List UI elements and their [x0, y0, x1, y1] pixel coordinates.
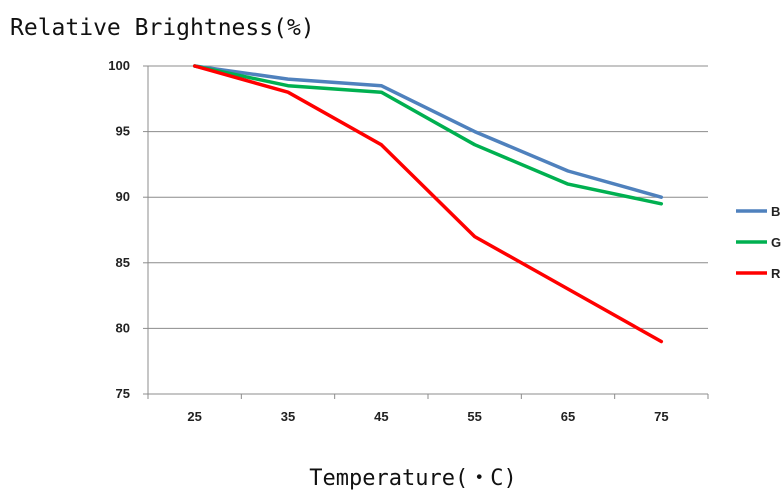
- series-line-r: [192, 64, 664, 344]
- series-lines: [192, 64, 664, 344]
- x-tick-label: 75: [654, 409, 668, 424]
- y-tick-label: 85: [116, 255, 130, 270]
- legend-label-r: R: [771, 266, 781, 281]
- legend: B G R: [736, 204, 781, 281]
- legend-label-b: B: [771, 204, 780, 219]
- y-tick-label: 100: [108, 58, 130, 73]
- chart-title: Relative Brightness(%): [10, 15, 315, 41]
- y-tick-label: 90: [116, 189, 130, 204]
- x-tick-label: 35: [281, 409, 295, 424]
- legend-label-g: G: [771, 235, 781, 250]
- gridlines: [148, 65, 708, 329]
- y-axis-ticks: 75 80 85 90 95 100: [108, 58, 148, 401]
- y-tick-label: 80: [116, 320, 130, 335]
- axes: [147, 66, 708, 395]
- x-tick-label: 55: [467, 409, 481, 424]
- x-axis-label: Temperature(・C): [309, 466, 516, 490]
- x-tick-label: 45: [374, 409, 388, 424]
- x-tick-label: 65: [561, 409, 575, 424]
- x-axis-ticks: 25 35 45 55 65 75: [147, 394, 709, 424]
- y-tick-label: 95: [116, 124, 130, 139]
- series-line-b: [192, 64, 664, 199]
- x-tick-label: 25: [187, 409, 201, 424]
- series-line-g: [192, 64, 664, 206]
- y-tick-label: 75: [116, 386, 130, 401]
